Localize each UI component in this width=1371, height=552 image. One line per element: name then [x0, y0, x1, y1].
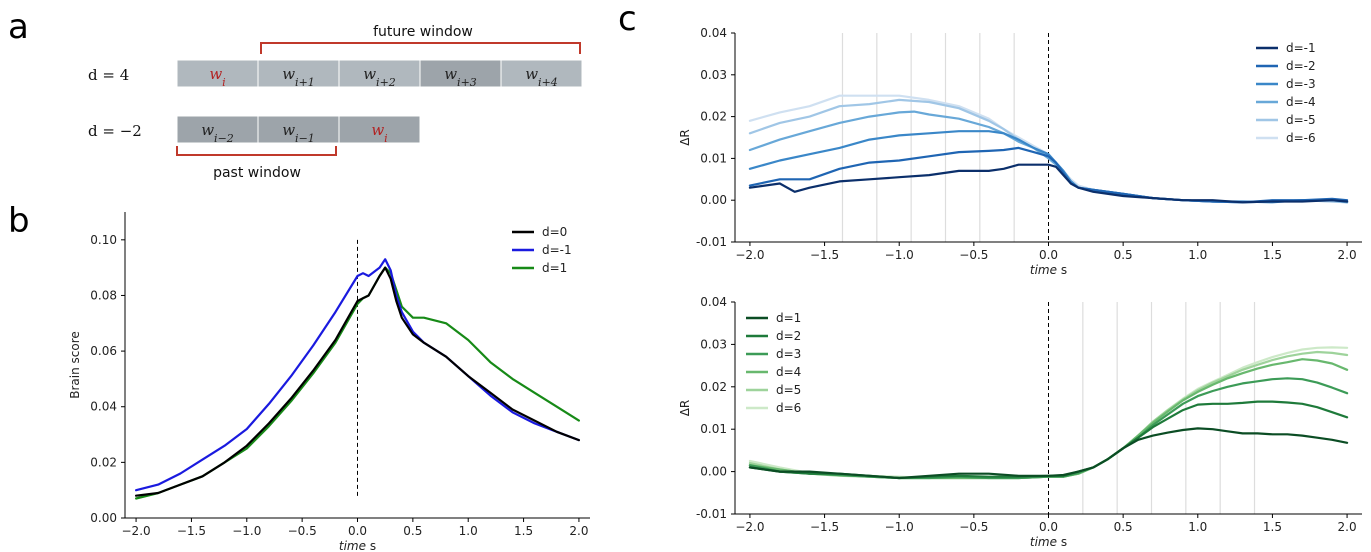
past-window-caption: past window: [213, 165, 301, 181]
x-tick-label: −2.0: [122, 524, 151, 538]
series-line-d=-1: [748, 163, 1349, 204]
x-axis-label: time s: [1030, 535, 1067, 549]
y-axis-label: Brain score: [68, 331, 82, 399]
x-tick-label: 1.0: [1188, 248, 1207, 262]
x-tick-label: 1.5: [1263, 520, 1282, 534]
chart-c-top: −2.0 −1.5 −1.0 −0.5 0.0 0.5 1.0 1.5 2.0 -0.01 0.00…: [678, 26, 1362, 277]
x-tick-label: 0.5: [1114, 248, 1133, 262]
x-tick-label: 1.5: [514, 524, 533, 538]
past-window-bracket: [176, 146, 337, 156]
x-tick-label: −1.5: [810, 520, 839, 534]
legend-label-d=-1: d=-1: [542, 243, 572, 257]
x-axis-label: time s: [339, 539, 376, 552]
row2-cell-1: [257, 115, 340, 144]
x-tick-label: 0.0: [1039, 248, 1058, 262]
x-tick-label: 1.0: [1188, 520, 1207, 534]
row2-d-label: d = −2: [88, 122, 142, 140]
x-tick-label: 1.5: [1263, 248, 1282, 262]
x-tick-label: 2.0: [569, 524, 588, 538]
x-tick-label: 0.5: [1114, 520, 1133, 534]
x-tick-label: 0.5: [403, 524, 422, 538]
y-tick-label: 0.06: [90, 344, 117, 358]
legend-label-d=2: d=2: [776, 329, 801, 343]
y-tick-label: 0.01: [700, 151, 727, 165]
legend-label-d=0: d=0: [542, 225, 567, 239]
series-line-d=4: [748, 358, 1349, 480]
y-tick-label: 0.02: [90, 455, 117, 469]
row1-cell-0: [176, 59, 259, 88]
x-tick-label: −2.0: [735, 520, 764, 534]
y-tick-label: -0.01: [696, 235, 727, 249]
series-line-d=0: [135, 266, 581, 497]
series-line-d=1: [748, 427, 1349, 480]
y-tick-label: 0.00: [700, 193, 727, 207]
chart-c-bottom: −2.0 −1.5 −1.0 −0.5 0.0 0.5 1.0 1.5 2.0 -0.01 0.00…: [678, 295, 1362, 549]
y-tick-label: 0.00: [700, 465, 727, 479]
y-tick-label: 0.02: [700, 380, 727, 394]
x-tick-label: 1.0: [459, 524, 478, 538]
y-tick-label: 0.03: [700, 337, 727, 351]
x-tick-label: −1.5: [177, 524, 206, 538]
row1-cell-4: [500, 59, 583, 88]
y-tick-label: 0.04: [700, 26, 727, 40]
y-tick-label: 0.02: [700, 110, 727, 124]
x-tick-label: −1.0: [885, 520, 914, 534]
row2-cell-2: [338, 115, 421, 144]
legend-label-d=6: d=6: [776, 401, 801, 415]
legend-label-d=-3: d=-3: [1286, 77, 1316, 91]
row1-cell-label-0: wi: [209, 65, 225, 89]
y-tick-label: 0.10: [90, 233, 117, 247]
row1-d-label: d = 4: [88, 66, 129, 84]
panel-label-c: c: [618, 0, 637, 39]
row1-cell-1: [257, 59, 340, 88]
x-tick-label: −0.5: [288, 524, 317, 538]
legend-label-d=-2: d=-2: [1286, 59, 1316, 73]
y-tick-label: 0.03: [700, 68, 727, 82]
future-window-caption: future window: [373, 24, 473, 40]
legend-label-d=-5: d=-5: [1286, 113, 1316, 127]
panel-label-a: a: [8, 7, 29, 47]
legend-label-d=-6: d=-6: [1286, 131, 1316, 145]
y-tick-label: 0.04: [700, 295, 727, 309]
series-line-d=-1: [135, 258, 581, 492]
x-tick-label: −0.5: [959, 248, 988, 262]
y-tick-label: 0.04: [90, 400, 117, 414]
chart-b: −2.0 −1.5 −1.0 −0.5 0.0 0.5 1.0 1.5 2.0 0.00 0.02 0…: [68, 212, 590, 552]
row1-cell-3: [419, 59, 502, 88]
legend-label-d=1: d=1: [776, 311, 801, 325]
legend-label-d=-1: d=-1: [1286, 41, 1316, 55]
x-tick-label: −1.0: [885, 248, 914, 262]
legend-label-d=5: d=5: [776, 383, 801, 397]
x-tick-label: −0.5: [959, 520, 988, 534]
row2-cell-label-2: wi: [371, 121, 387, 145]
y-axis-label: ΔR: [678, 129, 692, 146]
x-tick-label: 0.0: [348, 524, 367, 538]
legend-label-d=3: d=3: [776, 347, 801, 361]
legend-label-d=1: d=1: [542, 261, 567, 275]
x-tick-label: −1.5: [810, 248, 839, 262]
legend-label-d=4: d=4: [776, 365, 801, 379]
x-tick-label: 2.0: [1338, 520, 1357, 534]
x-axis-label: time s: [1030, 263, 1067, 277]
y-tick-label: 0.01: [700, 422, 727, 436]
x-tick-label: 0.0: [1039, 520, 1058, 534]
y-tick-label: 0.00: [90, 511, 117, 525]
panel-label-b: b: [8, 201, 30, 241]
x-tick-label: −2.0: [735, 248, 764, 262]
future-window-bracket: [260, 42, 581, 54]
legend-label-d=-4: d=-4: [1286, 95, 1316, 109]
x-tick-label: −1.0: [232, 524, 261, 538]
y-axis-label: ΔR: [678, 400, 692, 417]
y-tick-label: 0.08: [90, 288, 117, 302]
series-line-d=-5: [748, 98, 1349, 204]
x-tick-label: 2.0: [1338, 248, 1357, 262]
y-tick-label: -0.01: [696, 507, 727, 521]
window-diagram: d = 4 wi wi+1 wi+2 wi+3 wi+4d = −2 wi−2 wi−1 wif…: [88, 24, 583, 181]
row2-cell-0: [176, 115, 259, 144]
